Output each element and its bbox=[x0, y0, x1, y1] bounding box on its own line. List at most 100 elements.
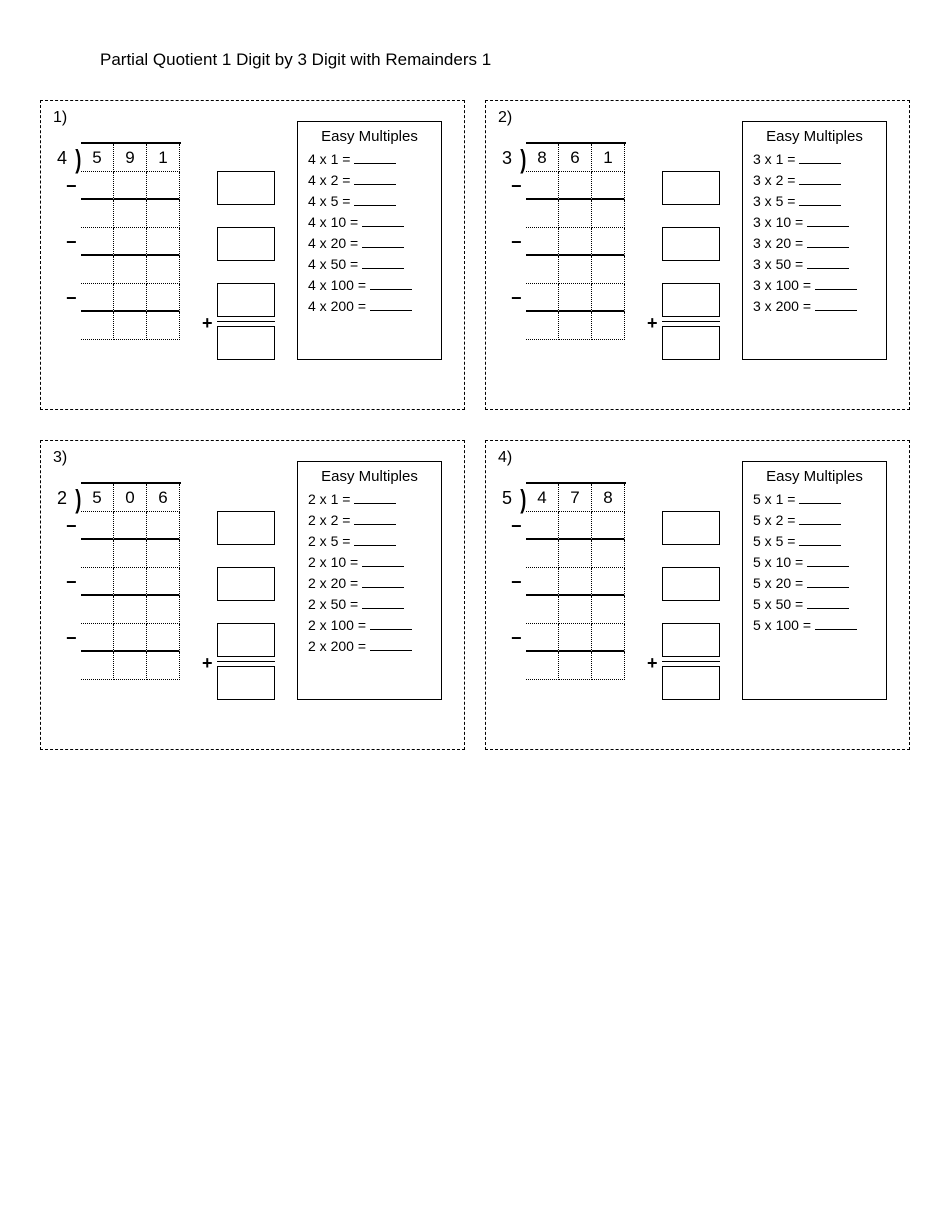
work-cell[interactable] bbox=[114, 624, 147, 652]
multiple-answer-blank[interactable] bbox=[370, 289, 412, 290]
total-quotient-box[interactable] bbox=[217, 666, 275, 700]
partial-quotient-box[interactable] bbox=[217, 567, 275, 601]
multiple-answer-blank[interactable] bbox=[362, 226, 404, 227]
total-quotient-box[interactable] bbox=[217, 326, 275, 360]
total-quotient-box[interactable] bbox=[662, 666, 720, 700]
work-cell[interactable] bbox=[592, 284, 625, 312]
work-cell[interactable] bbox=[559, 256, 592, 284]
multiple-answer-blank[interactable] bbox=[799, 184, 841, 185]
work-cell[interactable] bbox=[114, 568, 147, 596]
work-cell[interactable] bbox=[559, 652, 592, 680]
work-cell[interactable] bbox=[147, 256, 180, 284]
work-cell[interactable] bbox=[526, 172, 559, 200]
multiple-answer-blank[interactable] bbox=[362, 268, 404, 269]
multiple-answer-blank[interactable] bbox=[370, 310, 412, 311]
multiple-answer-blank[interactable] bbox=[799, 205, 841, 206]
work-cell[interactable] bbox=[592, 652, 625, 680]
multiple-answer-blank[interactable] bbox=[370, 629, 412, 630]
work-cell[interactable] bbox=[559, 624, 592, 652]
multiple-answer-blank[interactable] bbox=[354, 545, 396, 546]
work-cell[interactable] bbox=[81, 512, 114, 540]
work-cell[interactable] bbox=[81, 200, 114, 228]
multiple-answer-blank[interactable] bbox=[362, 566, 404, 567]
work-cell[interactable] bbox=[592, 200, 625, 228]
total-quotient-box[interactable] bbox=[662, 326, 720, 360]
multiple-answer-blank[interactable] bbox=[354, 163, 396, 164]
multiple-answer-blank[interactable] bbox=[807, 587, 849, 588]
work-cell[interactable] bbox=[559, 540, 592, 568]
multiple-answer-blank[interactable] bbox=[799, 545, 841, 546]
work-cell[interactable] bbox=[592, 568, 625, 596]
work-cell[interactable] bbox=[592, 540, 625, 568]
partial-quotient-box[interactable] bbox=[662, 227, 720, 261]
work-cell[interactable] bbox=[559, 596, 592, 624]
work-cell[interactable] bbox=[559, 200, 592, 228]
partial-quotient-box[interactable] bbox=[217, 283, 275, 317]
work-cell[interactable] bbox=[81, 284, 114, 312]
work-cell[interactable] bbox=[526, 312, 559, 340]
multiple-answer-blank[interactable] bbox=[799, 163, 841, 164]
multiple-answer-blank[interactable] bbox=[807, 247, 849, 248]
work-cell[interactable] bbox=[526, 624, 559, 652]
work-cell[interactable] bbox=[147, 596, 180, 624]
multiple-answer-blank[interactable] bbox=[370, 650, 412, 651]
work-cell[interactable] bbox=[559, 172, 592, 200]
work-cell[interactable] bbox=[526, 284, 559, 312]
work-cell[interactable] bbox=[592, 512, 625, 540]
work-cell[interactable] bbox=[526, 540, 559, 568]
work-cell[interactable] bbox=[81, 312, 114, 340]
work-cell[interactable] bbox=[526, 512, 559, 540]
work-cell[interactable] bbox=[147, 512, 180, 540]
work-cell[interactable] bbox=[526, 228, 559, 256]
multiple-answer-blank[interactable] bbox=[807, 608, 849, 609]
work-cell[interactable] bbox=[81, 256, 114, 284]
multiple-answer-blank[interactable] bbox=[799, 503, 841, 504]
work-cell[interactable] bbox=[592, 596, 625, 624]
multiple-answer-blank[interactable] bbox=[354, 503, 396, 504]
multiple-answer-blank[interactable] bbox=[807, 226, 849, 227]
work-cell[interactable] bbox=[147, 540, 180, 568]
work-cell[interactable] bbox=[114, 256, 147, 284]
multiple-answer-blank[interactable] bbox=[362, 587, 404, 588]
multiple-answer-blank[interactable] bbox=[354, 205, 396, 206]
work-cell[interactable] bbox=[81, 652, 114, 680]
multiple-answer-blank[interactable] bbox=[815, 629, 857, 630]
work-cell[interactable] bbox=[592, 256, 625, 284]
partial-quotient-box[interactable] bbox=[662, 567, 720, 601]
work-cell[interactable] bbox=[559, 228, 592, 256]
work-cell[interactable] bbox=[526, 200, 559, 228]
work-cell[interactable] bbox=[147, 172, 180, 200]
work-cell[interactable] bbox=[147, 228, 180, 256]
multiple-answer-blank[interactable] bbox=[799, 524, 841, 525]
multiple-answer-blank[interactable] bbox=[362, 608, 404, 609]
work-cell[interactable] bbox=[559, 312, 592, 340]
work-cell[interactable] bbox=[526, 596, 559, 624]
partial-quotient-box[interactable] bbox=[662, 283, 720, 317]
multiple-answer-blank[interactable] bbox=[354, 184, 396, 185]
work-cell[interactable] bbox=[114, 284, 147, 312]
partial-quotient-box[interactable] bbox=[662, 511, 720, 545]
work-cell[interactable] bbox=[147, 200, 180, 228]
work-cell[interactable] bbox=[114, 540, 147, 568]
multiple-answer-blank[interactable] bbox=[362, 247, 404, 248]
work-cell[interactable] bbox=[559, 568, 592, 596]
partial-quotient-box[interactable] bbox=[217, 227, 275, 261]
work-cell[interactable] bbox=[147, 624, 180, 652]
multiple-answer-blank[interactable] bbox=[815, 310, 857, 311]
work-cell[interactable] bbox=[81, 568, 114, 596]
partial-quotient-box[interactable] bbox=[217, 171, 275, 205]
work-cell[interactable] bbox=[81, 228, 114, 256]
work-cell[interactable] bbox=[147, 284, 180, 312]
work-cell[interactable] bbox=[81, 624, 114, 652]
multiple-answer-blank[interactable] bbox=[807, 268, 849, 269]
multiple-answer-blank[interactable] bbox=[807, 566, 849, 567]
work-cell[interactable] bbox=[559, 284, 592, 312]
work-cell[interactable] bbox=[114, 228, 147, 256]
work-cell[interactable] bbox=[147, 568, 180, 596]
partial-quotient-box[interactable] bbox=[217, 623, 275, 657]
multiple-answer-blank[interactable] bbox=[815, 289, 857, 290]
work-cell[interactable] bbox=[592, 172, 625, 200]
work-cell[interactable] bbox=[592, 312, 625, 340]
work-cell[interactable] bbox=[526, 256, 559, 284]
work-cell[interactable] bbox=[81, 540, 114, 568]
